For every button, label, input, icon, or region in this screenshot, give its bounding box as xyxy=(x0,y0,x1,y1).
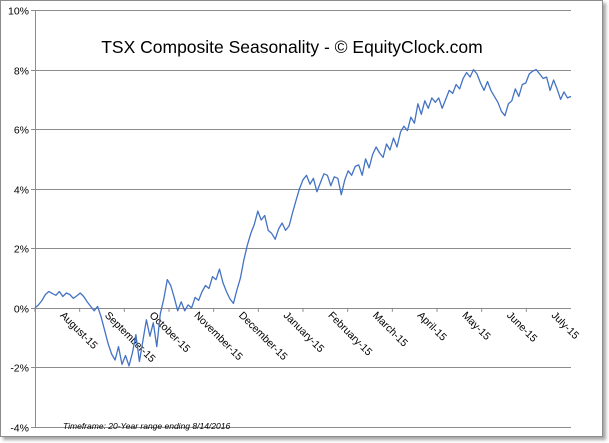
x-tick-label: April-15 xyxy=(415,309,449,343)
x-tick-label: February-15 xyxy=(325,309,374,358)
series-line xyxy=(34,68,572,367)
y-tick-label: 0% xyxy=(14,304,29,316)
x-tick-label: October-15 xyxy=(147,309,193,355)
y-tick-label: -2% xyxy=(10,363,29,375)
series-layer xyxy=(34,68,572,367)
x-tick-label: May-15 xyxy=(459,309,492,342)
gridlines xyxy=(35,10,571,428)
chart-title: TSX Composite Seasonality - © EquityCloc… xyxy=(101,37,483,57)
x-tick-label: July-15 xyxy=(549,309,582,342)
y-tick-label: 10% xyxy=(8,6,29,18)
chart-footnote: Timeframe: 20-Year range ending 8/14/201… xyxy=(63,421,230,431)
y-tick-label: 2% xyxy=(14,244,29,256)
y-tick-label: 8% xyxy=(14,66,29,78)
y-tick-labels: -4% -2% 0% 2% 4% 6% 8% 10% xyxy=(8,6,29,435)
x-tick-label: August-15 xyxy=(57,309,99,351)
x-tick-label: June-15 xyxy=(504,309,539,344)
x-tick-label: March-15 xyxy=(370,309,410,349)
y-tick-label: 6% xyxy=(14,125,29,137)
y-tick-label: 4% xyxy=(14,185,29,197)
y-tick-label: -4% xyxy=(10,423,29,435)
axes xyxy=(31,10,571,428)
x-tick-label: January-15 xyxy=(281,309,327,355)
chart-frame xyxy=(0,0,603,437)
